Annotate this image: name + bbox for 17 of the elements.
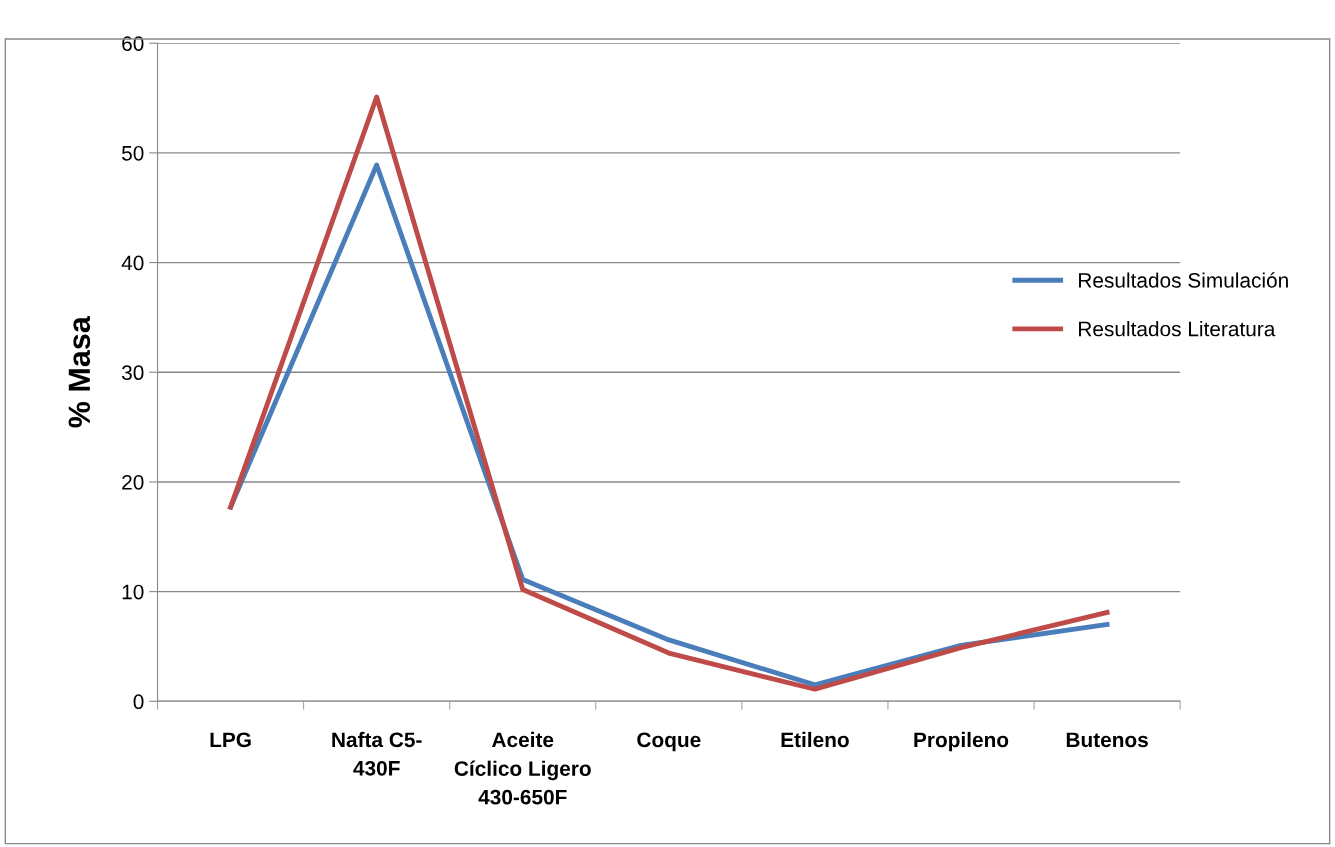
x-tick-label: Propileno: [914, 731, 1009, 752]
y-tick-label: 40: [121, 255, 144, 271]
y-tick-label: 0: [133, 694, 144, 710]
x-tick-label: Aceite Cíclico Ligero 430-650F: [454, 731, 591, 805]
legend-label: Resultados Literatura: [1079, 321, 1276, 337]
x-tick-label: LPG: [210, 732, 251, 748]
y-tick-label: 20: [122, 474, 144, 490]
y-tick-label: 30: [121, 365, 144, 381]
y-tick-label: 50: [122, 145, 144, 161]
x-tick-label: Etileno: [781, 731, 849, 748]
y-axis-title: % Masa: [68, 316, 91, 428]
x-tick-label: Nafta C5- 430F: [332, 731, 422, 776]
legend-label: Resultados Simulación: [1079, 272, 1288, 288]
x-tick-label: Butenos: [1066, 732, 1148, 748]
y-tick-label: 60: [122, 36, 144, 51]
y-tick-label: 10: [122, 584, 144, 600]
x-tick-label: Coque: [637, 732, 701, 752]
